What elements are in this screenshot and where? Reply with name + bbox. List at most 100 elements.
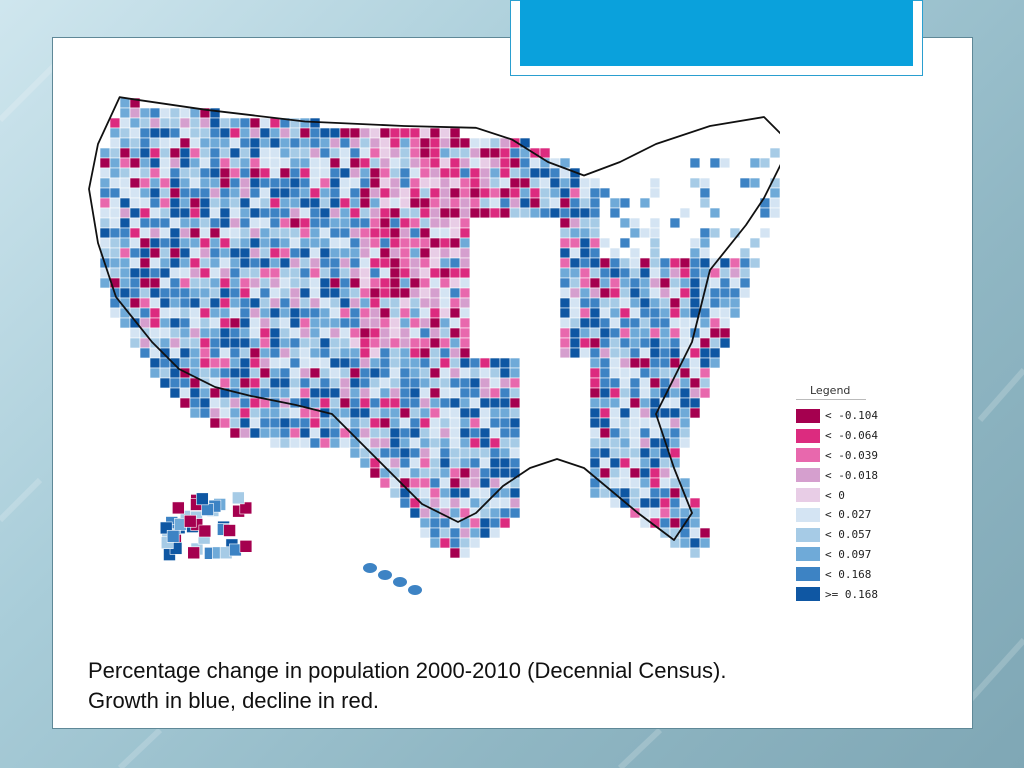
county-tile [579,317,591,329]
county-tile [339,167,351,179]
county-tile [409,317,421,329]
county-tile [169,157,181,169]
county-tile [349,207,361,219]
county-tile [269,427,281,439]
county-tile [159,107,171,119]
county-tile [389,157,401,169]
county-tile [389,197,401,209]
county-tile [599,247,611,259]
county-tile [109,117,121,129]
county-tile [139,167,151,179]
county-tile [479,297,491,309]
county-tile [189,127,201,139]
county-tile [369,417,381,429]
county-tile [499,467,511,479]
county-tile [229,237,241,249]
county-tile [269,137,281,149]
county-tile [379,337,391,349]
county-tile [599,457,611,469]
county-tile [279,207,291,219]
county-tile [449,377,461,389]
county-tile [399,397,411,409]
county-tile [329,217,341,229]
county-tile [659,257,671,269]
county-tile [469,357,481,369]
county-tile [459,547,471,559]
county-tile [349,137,361,149]
county-tile [439,297,451,309]
county-tile [369,147,381,159]
county-tile [169,147,181,159]
county-tile [439,277,451,289]
county-tile [179,347,191,359]
county-tile [469,187,481,199]
county-tile [229,347,241,359]
county-tile [509,397,521,409]
county-tile [429,247,441,259]
county-tile [259,337,271,349]
county-tile [499,367,511,379]
county-tile [149,277,161,289]
county-tile [109,257,121,269]
county-tile [409,157,421,169]
county-tile [609,387,621,399]
county-tile [239,317,251,329]
county-tile [419,237,431,249]
county-tile [669,327,681,339]
county-tile [139,197,151,209]
county-tile [729,167,741,179]
county-tile [559,487,571,499]
county-tile [449,477,461,489]
county-tile [229,267,241,279]
county-tile [329,357,341,369]
county-tile [369,207,381,219]
county-tile [509,347,521,359]
county-tile [569,397,581,409]
county-tile [309,187,321,199]
county-tile [729,207,741,219]
county-tile [389,127,401,139]
county-tile [509,267,521,279]
county-tile [649,427,661,439]
county-tile [739,147,751,159]
county-tile [439,377,451,389]
county-tile [279,247,291,259]
county-tile [669,167,681,179]
county-tile [669,287,681,299]
county-tile [509,497,521,509]
county-tile [559,387,571,399]
county-tile [109,227,121,239]
county-tile [399,377,411,389]
county-tile [419,137,431,149]
county-tile [509,277,521,289]
county-tile [679,267,691,279]
county-tile [669,257,681,269]
county-tile [709,247,721,259]
county-tile [669,337,681,349]
legend-label: < -0.064 [825,429,878,443]
county-tile [109,247,121,259]
county-tile [719,317,731,329]
county-tile [459,217,471,229]
county-tile [429,177,441,189]
county-tile [159,157,171,169]
county-tile [269,247,281,259]
county-tile [329,197,341,209]
county-tile [199,207,211,219]
legend-swatch [796,468,820,483]
county-tile [149,247,161,259]
county-tile [219,327,231,339]
county-tiles [99,97,780,595]
county-tile [469,207,481,219]
county-tile [449,507,461,519]
county-tile [219,347,231,359]
county-tile [249,257,261,269]
county-tile [559,337,571,349]
county-tile [109,137,121,149]
county-tile [699,317,711,329]
county-tile [539,217,551,229]
county-tile [389,207,401,219]
county-tile [229,397,241,409]
county-tile [529,267,541,279]
county-tile [509,427,521,439]
